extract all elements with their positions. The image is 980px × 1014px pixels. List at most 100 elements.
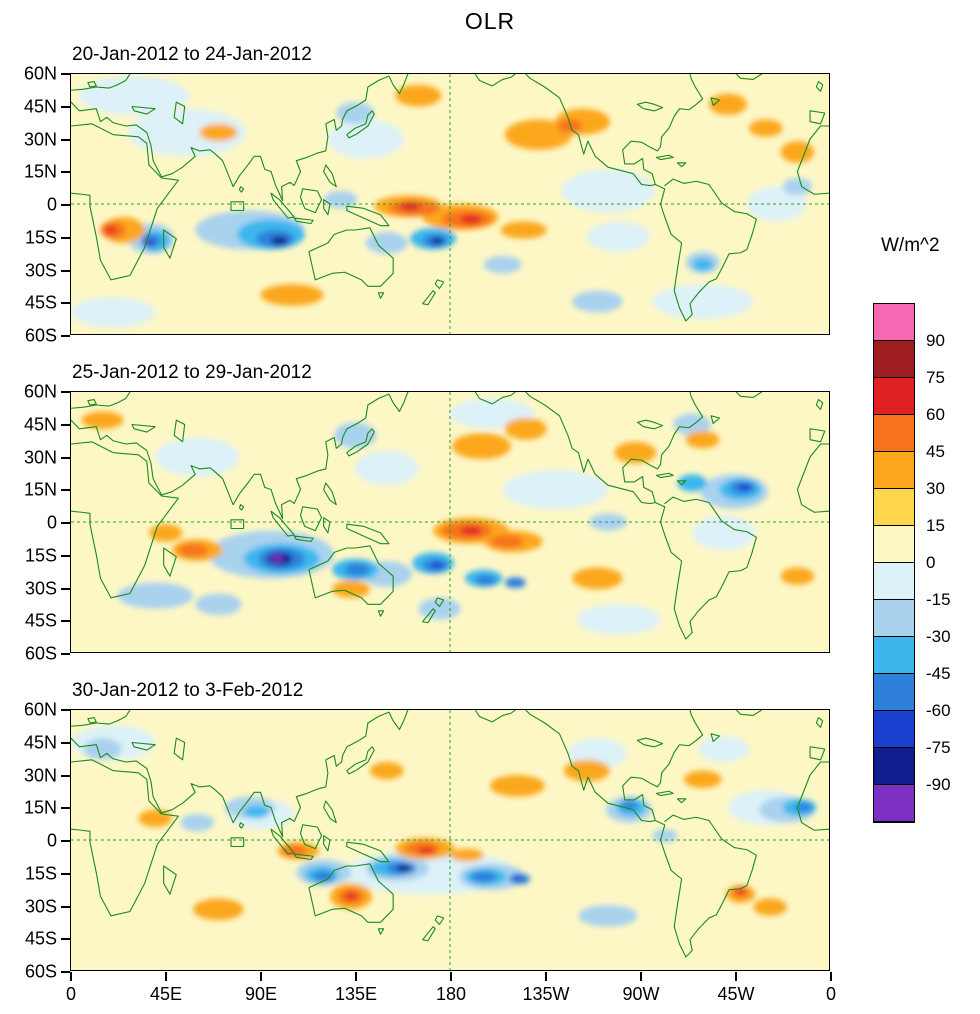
- coastline: [88, 400, 96, 405]
- colorbar-tick-label: -45: [926, 664, 951, 683]
- coastline: [347, 429, 374, 456]
- coastline: [71, 442, 178, 598]
- lat-tick: [61, 236, 70, 239]
- colorbar-segment: [874, 674, 914, 711]
- coastline: [301, 189, 322, 213]
- anomaly-blob: [199, 123, 238, 142]
- coastline: [623, 392, 703, 503]
- anomaly-blob: [572, 290, 623, 313]
- anomaly-blob: [677, 474, 707, 492]
- lat-tick: [61, 620, 70, 623]
- anomaly-blob: [652, 829, 678, 843]
- anomaly-blob: [475, 575, 497, 586]
- lat-tick-label: 30N: [23, 765, 57, 785]
- lon-tick: [735, 972, 737, 981]
- lon-tick-label: 90W: [622, 984, 660, 1004]
- lat-tick: [61, 587, 70, 590]
- anomaly-blob: [193, 898, 244, 921]
- anomaly-blob: [327, 119, 404, 159]
- anomaly-blob: [243, 805, 269, 819]
- anomaly-blob: [178, 543, 208, 557]
- coastline: [324, 200, 330, 215]
- lat-tick-label: 15S: [24, 227, 57, 248]
- anomaly-blob: [138, 809, 173, 827]
- coastline: [423, 927, 436, 941]
- coastline: [71, 392, 130, 408]
- anomaly-blob: [753, 898, 787, 916]
- coastline: [736, 74, 761, 79]
- coastline: [637, 102, 662, 111]
- anomaly-blob: [576, 604, 661, 635]
- coastline: [324, 483, 337, 505]
- lat-tick-label: 0: [46, 830, 57, 851]
- anomaly-blob: [431, 237, 444, 245]
- colorbar-segment: [874, 304, 914, 341]
- colorbar-segment: [874, 415, 914, 452]
- coastline: [637, 738, 662, 747]
- lon-tick-label: 0: [825, 984, 837, 1004]
- coastline: [475, 710, 515, 722]
- anomaly-blob: [418, 597, 461, 620]
- anomaly-blob: [399, 201, 421, 211]
- coastline: [174, 738, 185, 760]
- lat-tick-label: 30N: [23, 129, 57, 149]
- lat-tick-label: 45N: [23, 732, 57, 753]
- lon-tick-label: 0: [65, 984, 77, 1004]
- anomaly-blob: [563, 759, 611, 782]
- lat-tick-label: 30N: [23, 447, 57, 467]
- colorbar-segment: [874, 637, 914, 674]
- anomaly-blob: [336, 102, 375, 124]
- colorbar-tick-label: 75: [926, 368, 945, 387]
- lat-tick: [61, 391, 70, 393]
- coastline: [164, 548, 177, 576]
- coastline: [475, 392, 515, 404]
- lat-tick: [61, 905, 70, 908]
- coastline: [239, 505, 243, 510]
- lon-tick: [450, 972, 452, 981]
- coastline: [435, 916, 443, 925]
- anomaly-blob: [323, 191, 358, 209]
- anomaly-blob: [471, 871, 497, 883]
- panel-title-1: 20-Jan-2012 to 24-Jan-2012: [72, 44, 312, 65]
- panel-block-1: 20-Jan-2012 to 24-Jan-2012 60N 45N 30N 15N 0…: [24, 44, 830, 346]
- anomaly-blob: [460, 214, 482, 224]
- coastline: [294, 218, 313, 223]
- coastline: [810, 429, 825, 442]
- coastline: [810, 747, 825, 760]
- coastline: [677, 163, 685, 167]
- coastline: [711, 416, 719, 424]
- lat-tick: [61, 938, 70, 941]
- anomaly-blob: [83, 738, 122, 760]
- anomaly-field: [71, 725, 817, 927]
- colorbar-tick-label: -75: [926, 738, 951, 757]
- map-svg-1: [71, 74, 829, 334]
- lat-tick-label: 0: [46, 194, 57, 215]
- coastline: [239, 187, 243, 192]
- anomaly-blob: [685, 431, 720, 449]
- lat-tick: [61, 653, 70, 655]
- colorbar-segment: [874, 785, 914, 822]
- colorbar-segment: [874, 711, 914, 748]
- lat-tick: [61, 554, 70, 557]
- anomaly-field: [71, 76, 815, 328]
- colorbar-bar: 90 75 60 45 30 15 0 -15 -30 -45 -60 -75 -90: [873, 303, 951, 823]
- coastline: [623, 710, 703, 821]
- colorbar-tick-label: 15: [926, 516, 945, 535]
- lat-tick: [61, 807, 70, 810]
- coastline: [231, 838, 244, 847]
- coastline: [294, 536, 313, 541]
- coastline: [736, 392, 761, 397]
- coastline: [347, 747, 374, 774]
- anomaly-blob: [344, 563, 370, 577]
- anomaly-blob: [736, 889, 745, 895]
- coastline: [164, 230, 177, 258]
- lat-tick-label: 60N: [23, 63, 57, 84]
- coastline: [637, 420, 662, 429]
- colorbar-segment: [874, 341, 914, 378]
- coastline: [71, 74, 130, 90]
- lat-tick: [61, 489, 70, 492]
- colorbar-tick-label: 90: [926, 331, 945, 350]
- coastline: [309, 864, 393, 923]
- colorbar-tick-label: 0: [926, 553, 936, 572]
- coastline: [347, 206, 389, 226]
